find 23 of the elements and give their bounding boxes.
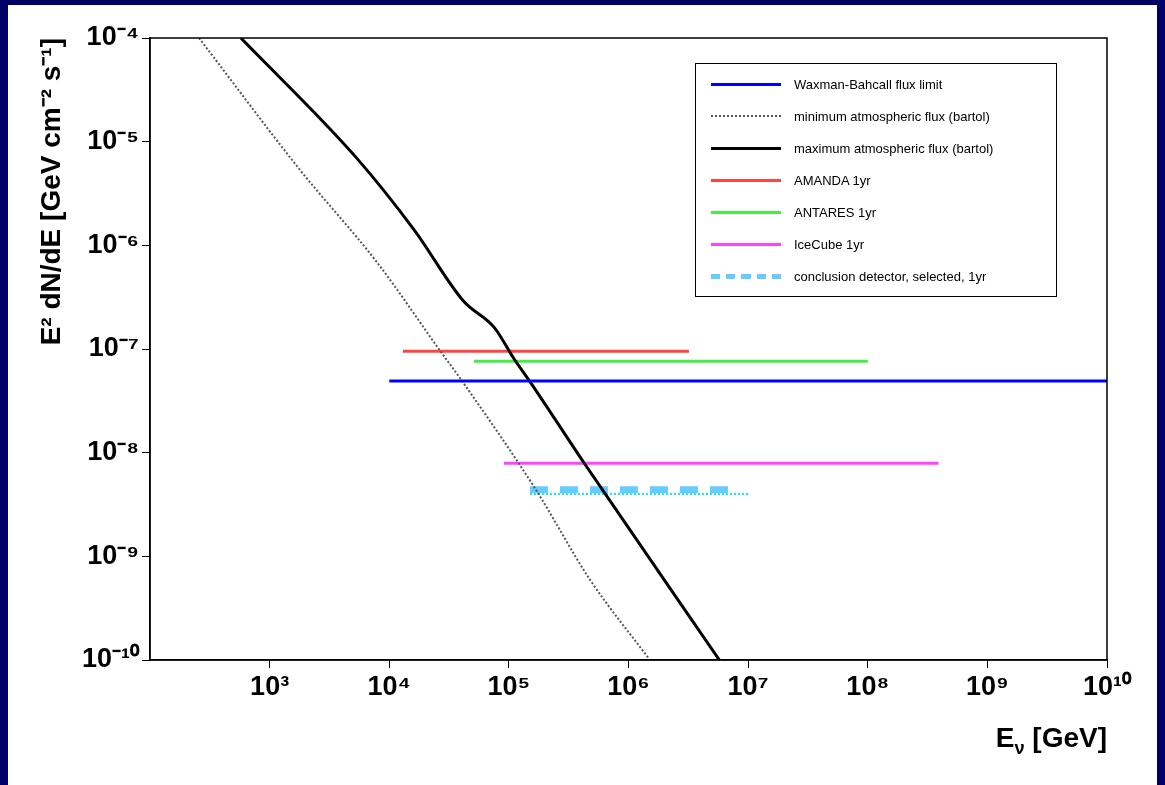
legend-label: AMANDA 1yr [794, 172, 871, 188]
x-tick-label: 10⁸ [846, 670, 890, 701]
x-tick-label: 10⁹ [965, 670, 1009, 701]
legend-label: Waxman-Bahcall flux limit [794, 76, 943, 92]
x-tick-label: 10³ [250, 670, 290, 701]
y-tick-label: 10⁻⁵ [87, 125, 139, 156]
legend-label: conclusion detector, selected, 1yr [794, 268, 987, 284]
x-tick-label: 10⁶ [607, 670, 650, 701]
y-axis-title: E² dN/dE [GeV cm⁻² s⁻¹] [35, 37, 66, 346]
legend-label: IceCube 1yr [794, 236, 865, 252]
y-tick-label: 10⁻⁷ [88, 332, 139, 363]
x-tick-label: 10⁴ [367, 670, 411, 701]
legend-label: maximum atmospheric flux (bartol) [794, 140, 994, 156]
x-tick-label: 10¹⁰ [1082, 670, 1133, 701]
y-tick-label: 10⁻⁹ [87, 539, 139, 570]
y-tick-label: 10⁻⁴ [86, 21, 139, 52]
legend-label: ANTARES 1yr [794, 204, 877, 220]
y-tick-label: 10⁻¹⁰ [81, 643, 140, 674]
y-tick-label: 10⁻⁸ [87, 436, 139, 467]
legend-label: minimum atmospheric flux (bartol) [794, 108, 990, 124]
x-tick-label: 10⁷ [727, 670, 769, 701]
y-tick-label: 10⁻⁶ [87, 228, 139, 259]
x-tick-label: 10⁵ [487, 670, 531, 701]
